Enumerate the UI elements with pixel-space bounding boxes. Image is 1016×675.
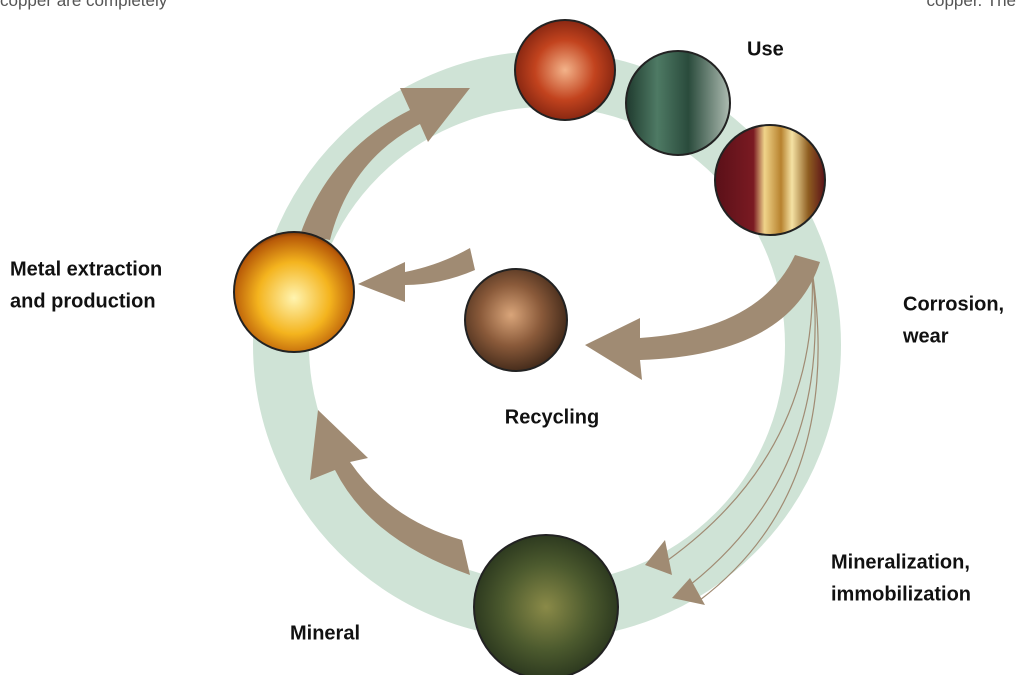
node-label: Corrosion, (903, 293, 1004, 315)
node-label: Use (747, 38, 784, 60)
node-label: immobilization (831, 583, 971, 605)
photo-molten-metal (234, 232, 354, 352)
photo-servers (626, 51, 730, 155)
cropped-text: copper. The (927, 0, 1016, 10)
diagram: copper are completely copper. The Use Cor… (0, 0, 1016, 675)
node-label: Mineral (290, 622, 360, 644)
arrow (358, 248, 475, 302)
node-label: and production (10, 290, 156, 312)
node-label: Metal extraction (10, 258, 162, 280)
node-label: wear (902, 325, 949, 347)
node-label: Mineralization, (831, 551, 970, 573)
photo-scrap (465, 269, 567, 371)
photo-mineral (474, 535, 618, 675)
photo-coil (515, 20, 615, 120)
photos (234, 20, 825, 675)
photo-pipes (715, 125, 825, 235)
node-label: Recycling (505, 406, 599, 428)
cropped-text: copper are completely (0, 0, 168, 10)
